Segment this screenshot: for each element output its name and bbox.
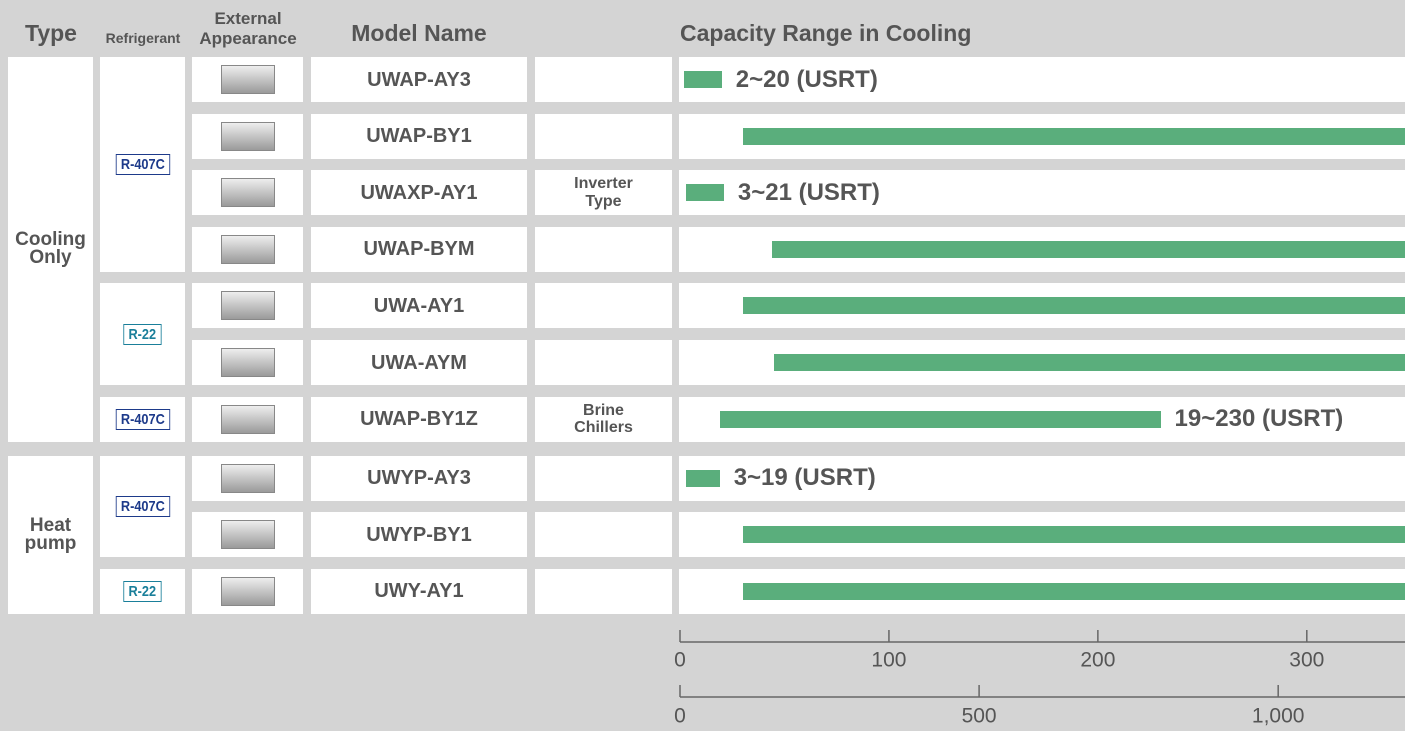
- chart-row: [679, 57, 1405, 102]
- type-cell: Cooling Only: [8, 57, 93, 442]
- appearance-cell: [192, 113, 303, 159]
- range-bar: [774, 354, 1405, 371]
- range-bar: [742, 582, 1405, 600]
- header-type: Type: [25, 19, 77, 46]
- note-cell: Brine Chillers: [535, 396, 672, 442]
- model-name: UWAP-AY3: [311, 57, 527, 102]
- range-bar: [719, 410, 1161, 428]
- model-name: UWA-AY1: [311, 283, 527, 329]
- refrigerant-cell: R-407C: [100, 57, 185, 272]
- value-label: 3~19 (USRT): [733, 464, 876, 492]
- unit-image: [221, 520, 275, 550]
- unit-image: [221, 404, 275, 434]
- unit-image: [221, 121, 275, 151]
- appearance-cell: [192, 170, 303, 216]
- header-model: Model Name: [351, 19, 487, 46]
- tick-label: 1,000: [1252, 705, 1305, 728]
- model-name: UWYP-BY1: [311, 512, 527, 558]
- value-label: 3~21 (USRT): [737, 178, 880, 206]
- tick-label: 0: [674, 649, 686, 672]
- note-cell: [535, 455, 672, 501]
- appearance-cell: [192, 340, 303, 385]
- unit-image: [221, 463, 275, 493]
- refrigerant-cell: R-22: [100, 283, 185, 385]
- appearance-cell: [192, 455, 303, 501]
- refrigerant-badge: R-22: [123, 323, 162, 345]
- note-cell: [535, 283, 672, 329]
- unit-image: [221, 234, 275, 264]
- model-name: UWAXP-AY1: [311, 170, 527, 216]
- model-name: UWYP-AY3: [311, 455, 527, 501]
- tick-label: 500: [962, 705, 997, 728]
- range-bar: [771, 240, 1405, 258]
- note-cell: [535, 512, 672, 558]
- range-bar: [742, 526, 1405, 544]
- note-cell: [535, 113, 672, 159]
- appearance-cell: [192, 396, 303, 442]
- refrigerant-badge: R-407C: [115, 495, 170, 517]
- unit-image: [221, 65, 275, 94]
- refrigerant-badge: R-22: [123, 580, 162, 602]
- header-appearance: External Appearance: [199, 9, 297, 48]
- tick-label: 300: [1289, 649, 1324, 672]
- tick-label: 100: [871, 649, 906, 672]
- refrigerant-badge: R-407C: [115, 408, 170, 430]
- model-name: UWAP-BYM: [311, 226, 527, 272]
- refrigerant-badge: R-407C: [115, 153, 170, 175]
- note-cell: [535, 226, 672, 272]
- note-cell: [535, 568, 672, 614]
- type-cell: Heat pump: [8, 455, 93, 614]
- value-label: 19~230 (USRT): [1174, 405, 1344, 433]
- note-cell: [535, 340, 672, 385]
- model-name: UWAP-BY1: [311, 113, 527, 159]
- refrigerant-cell: R-407C: [100, 396, 185, 442]
- appearance-cell: [192, 57, 303, 102]
- range-bar: [686, 184, 724, 202]
- unit-image: [221, 291, 275, 321]
- appearance-cell: [192, 226, 303, 272]
- unit-image: [221, 178, 275, 208]
- range-bar: [742, 127, 1405, 145]
- model-name: UWA-AYM: [311, 340, 527, 385]
- appearance-cell: [192, 512, 303, 558]
- range-bar: [742, 297, 1405, 315]
- tick-label: 0: [674, 705, 686, 728]
- appearance-cell: [192, 283, 303, 329]
- header-refrigerant: Refrigerant: [105, 30, 181, 46]
- range-bar: [686, 469, 720, 487]
- refrigerant-cell: R-22: [100, 568, 185, 614]
- refrigerant-cell: R-407C: [100, 455, 185, 558]
- model-name: UWAP-BY1Z: [311, 396, 527, 442]
- unit-image: [221, 576, 275, 606]
- appearance-cell: [192, 568, 303, 614]
- chart-row: [679, 455, 1405, 501]
- chart-row: [679, 170, 1405, 216]
- tick-label: 200: [1080, 649, 1115, 672]
- range-bar: [684, 71, 722, 88]
- note-cell: Inverter Type: [535, 170, 672, 216]
- note-cell: [535, 57, 672, 102]
- value-label: 2~20 (USRT): [735, 65, 878, 93]
- model-name: UWY-AY1: [311, 568, 527, 614]
- unit-image: [221, 348, 275, 377]
- header-capacity: Capacity Range in Cooling: [680, 20, 972, 46]
